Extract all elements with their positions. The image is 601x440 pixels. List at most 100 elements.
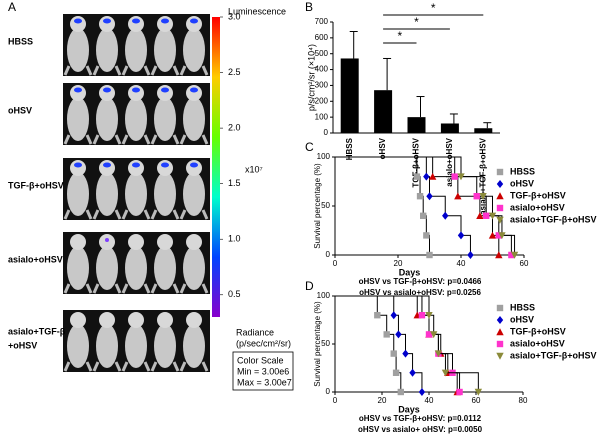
mouse-leg xyxy=(143,209,151,220)
marker xyxy=(451,173,458,180)
row-label: TGF-β+oHSV xyxy=(8,180,64,190)
mouse-body xyxy=(67,172,89,216)
x-tick-label: 40 xyxy=(457,259,466,268)
marker xyxy=(390,311,397,320)
mouse-head xyxy=(70,312,86,328)
mouse-body xyxy=(67,28,89,72)
mouse-leg xyxy=(121,361,129,372)
marker xyxy=(426,251,433,259)
mouse-body xyxy=(96,172,118,216)
mouse-body xyxy=(96,324,118,368)
y-tick-label: 100 xyxy=(317,291,331,300)
y-tick-label: 0 xyxy=(326,250,331,259)
marker xyxy=(390,350,397,357)
mouse-head xyxy=(186,160,202,176)
mouse-body xyxy=(183,246,205,290)
mouse-leg xyxy=(179,65,187,76)
mouse-body xyxy=(125,246,147,290)
marker xyxy=(425,331,433,338)
signal xyxy=(161,162,169,168)
mouse-body xyxy=(125,172,147,216)
mouse-leg xyxy=(63,65,71,76)
mouse-body xyxy=(154,246,176,290)
mouse-head xyxy=(128,160,144,176)
marker xyxy=(441,369,450,377)
bar xyxy=(440,123,459,133)
marker xyxy=(457,231,465,240)
mouse-leg xyxy=(172,283,180,294)
signal xyxy=(74,87,82,93)
legend-marker xyxy=(496,204,504,212)
significance-mark: * xyxy=(414,15,419,29)
y-tick-label: 50 xyxy=(321,201,330,210)
mouse-leg xyxy=(201,361,209,372)
marker xyxy=(454,192,462,200)
bar xyxy=(340,58,359,133)
scale-box-text: Color Scale xyxy=(237,355,284,365)
marker xyxy=(434,350,443,358)
marker xyxy=(395,330,402,339)
mouse-head xyxy=(186,85,202,101)
y-axis-label: p/s/cm²/sr (×10⁴) xyxy=(306,44,316,111)
mouse-body xyxy=(96,97,118,141)
legend-marker xyxy=(496,316,504,324)
mouse-head xyxy=(157,16,173,32)
survival-line xyxy=(335,156,517,256)
colorbar-unit: Radiance xyxy=(236,327,274,337)
x-tick-label: 20 xyxy=(378,396,387,405)
x-tick-label: 0 xyxy=(333,259,338,268)
mouse-leg xyxy=(143,65,151,76)
colorbar-tick-label: 3.0 xyxy=(228,11,241,21)
marker xyxy=(479,193,487,200)
mouse-leg xyxy=(179,134,187,145)
mouse-body xyxy=(125,97,147,141)
mouse-leg xyxy=(114,283,122,294)
mouse-head xyxy=(70,160,86,176)
mouse-head xyxy=(186,312,202,328)
mouse-leg xyxy=(150,65,158,76)
mouse-head xyxy=(70,16,86,32)
mouse-leg xyxy=(121,209,129,220)
mouse-leg xyxy=(85,361,93,372)
marker xyxy=(495,251,503,259)
mouse-leg xyxy=(172,361,180,372)
significance-mark: * xyxy=(431,1,436,15)
legend-label: HBSS xyxy=(510,166,535,176)
mouse-leg xyxy=(121,283,129,294)
mouse-leg xyxy=(92,65,100,76)
survival-line xyxy=(335,295,462,393)
mouse-leg xyxy=(114,65,122,76)
row-label: asialo+oHSV xyxy=(8,254,63,264)
mouse-head xyxy=(128,16,144,32)
x-tick-label: HBSS xyxy=(345,137,354,160)
colorbar-tick-label: 0.5 xyxy=(228,289,241,299)
x-tick-label: 40 xyxy=(425,396,434,405)
mouse-leg xyxy=(143,361,151,372)
mouse-leg xyxy=(201,65,209,76)
legend-marker xyxy=(496,168,504,176)
mouse-leg xyxy=(179,209,187,220)
marker xyxy=(423,172,430,181)
row-label: oHSV xyxy=(8,105,32,115)
legend-label: HBSS xyxy=(510,302,535,312)
mouse-body xyxy=(183,172,205,216)
x-tick-label: oHSV xyxy=(378,137,387,159)
scale-box-text: Min = 3.00e6 xyxy=(237,366,289,376)
y-tick-label: 0 xyxy=(324,128,329,137)
y-tick-label: 700 xyxy=(315,17,329,26)
mouse-leg xyxy=(85,209,93,220)
mouse-leg xyxy=(63,361,71,372)
mouse-body xyxy=(154,97,176,141)
mouse-leg xyxy=(201,209,209,220)
y-tick-label: 100 xyxy=(317,152,331,161)
colorbar-tick-label: 1.0 xyxy=(228,234,241,244)
marker xyxy=(476,212,484,219)
y-tick-label: 300 xyxy=(315,81,329,90)
x-tick-label: 0 xyxy=(333,396,338,405)
mouse-leg xyxy=(121,134,129,145)
mouse-leg xyxy=(150,209,158,220)
legend-marker xyxy=(496,340,504,348)
marker xyxy=(428,172,437,180)
y-tick-label: 200 xyxy=(315,96,329,105)
signal xyxy=(105,238,109,242)
